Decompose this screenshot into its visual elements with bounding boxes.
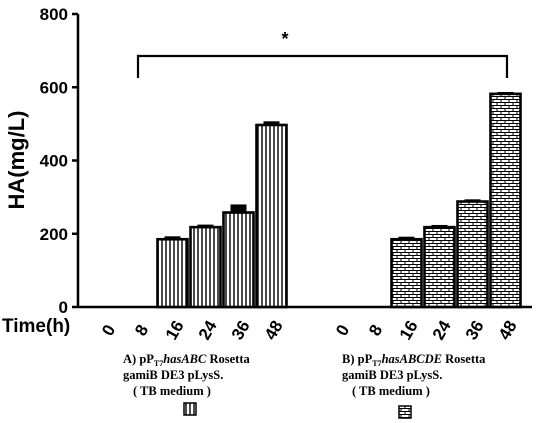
x-tick-label: 36 [462,317,488,343]
x-tick-label: 24 [429,317,455,343]
error-bar [464,199,481,202]
error-bar [431,224,448,228]
x-tick-label: 0 [332,321,353,339]
x-tick-label: 8 [365,321,386,339]
error-bar [497,92,514,94]
y-ticks: 0 200 400 600 800 [40,5,78,317]
group-caption-line: B) pPT7hasABCDE Rosetta [342,352,486,368]
y-tick-label: 0 [59,298,68,317]
x-tick-label: 48 [261,317,287,343]
group-caption-line: ( TB medium ) [352,384,430,398]
group-caption-line: A) pPT7hasABC Rosetta [123,352,250,368]
y-axis: 0 200 400 600 800 HA(mg/L) [4,5,80,317]
bar [489,92,522,309]
bar [255,123,288,309]
error-bar [197,224,214,228]
y-tick-label: 600 [40,78,68,97]
bar [222,211,255,309]
bar [390,237,423,309]
pattern-swatch [398,405,412,419]
error-bar [164,236,181,240]
error-bar [263,121,280,125]
x-axis-label: Time(h) [2,316,70,337]
significance-star: * [281,29,288,49]
pattern-swatches [183,402,412,419]
bar [189,225,222,309]
significance-bracket: * [136,29,509,78]
pattern-swatch [183,402,197,416]
bar [156,237,189,309]
bars [156,92,522,309]
group-caption-line: ( TB medium ) [133,384,211,398]
x-tick-label: 0 [98,321,119,339]
significance-bracket-line [136,54,509,78]
y-tick-label: 200 [40,225,68,244]
bar [456,200,489,309]
x-tick-label: 16 [162,317,188,343]
y-axis-label: HA(mg/L) [4,111,29,210]
x-tick-label: 16 [396,317,422,343]
x-tick-label: 8 [131,321,152,339]
y-tick-label: 400 [40,152,68,171]
bar [423,225,456,309]
group-caption-line: gamiB DE3 pLysS. [342,368,442,382]
x-tick-label: 24 [195,317,221,343]
group-caption-line: gamiB DE3 pLysS. [123,368,223,382]
error-bar [230,204,247,213]
x-tick-label: 48 [495,317,521,343]
x-tick-labels: 0 8 16 24 36 48 0 8 16 24 36 48 [98,317,521,343]
y-tick-label: 800 [40,5,68,24]
error-bars [164,92,514,240]
x-tick-label: 36 [228,317,254,343]
error-bar [398,236,415,240]
